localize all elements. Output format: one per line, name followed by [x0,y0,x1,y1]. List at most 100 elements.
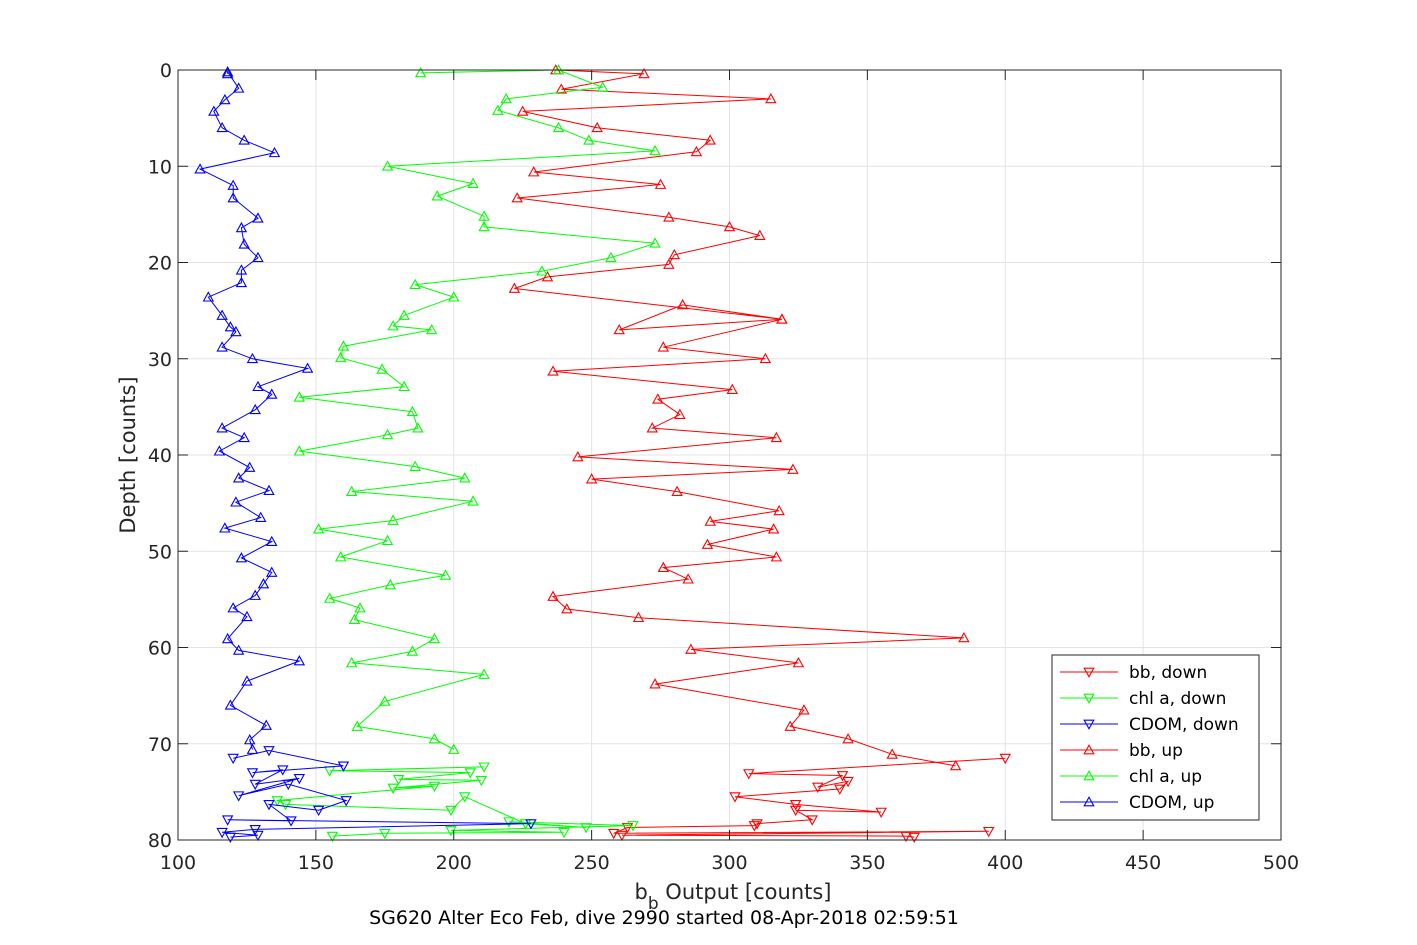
x-tick-label: 100 [160,852,196,874]
data-point [445,805,457,817]
legend-marker [1083,796,1095,807]
data-point [671,485,683,496]
x-tick-label: 250 [573,852,609,874]
data-point [219,93,231,105]
data-point [216,827,228,839]
data-point [431,190,443,201]
y-tick-label: 30 [148,349,172,371]
data-point [704,515,716,526]
x-tick-label: 450 [1125,852,1161,874]
data-point [982,826,995,838]
data-point [459,472,471,483]
data-point [230,496,242,507]
data-point [224,832,237,844]
data-point [798,704,810,715]
y-tick-label: 40 [148,445,172,467]
data-point [632,611,645,623]
data-point [293,391,306,402]
data-point [723,220,736,232]
data-point [743,769,755,780]
data-point [541,271,554,282]
data-point [649,678,661,689]
data-point [266,388,278,399]
data-point [649,237,661,248]
data-point [886,748,898,759]
data-point [232,82,245,93]
data-point [257,578,270,589]
series-line [275,766,634,837]
data-point [652,393,664,404]
data-point [398,380,410,392]
x-tick-label: 350 [849,852,885,874]
data-point [561,603,573,614]
data-point [243,733,256,745]
data-point [585,473,598,484]
data-point [759,352,772,364]
data-point [345,485,358,496]
data-point [478,220,490,232]
legend-marker [1083,719,1095,730]
data-point [500,92,512,104]
data-point [221,67,234,79]
data-point [285,816,297,827]
data-point [958,631,970,643]
data-point [616,830,628,842]
legend-marker [1083,770,1095,781]
data-point [224,321,237,332]
data-point [381,160,394,171]
data-point [511,192,523,203]
data-point [392,774,405,786]
data-point [238,134,250,145]
data-point [213,445,226,456]
data-point [208,105,220,116]
data-point [348,613,361,624]
y-tick-label: 50 [148,541,172,563]
x-axis-title-main: b [634,880,647,904]
data-point [337,340,350,351]
data-point [459,792,471,803]
data-point [676,298,689,310]
series-5 [194,65,314,754]
legend-label: CDOM, up [1129,793,1214,813]
data-point [387,783,399,794]
data-point [293,774,306,785]
data-point [260,719,272,730]
data-point [406,645,419,656]
data-point [224,699,237,710]
data-point [583,134,595,145]
data-point [787,463,799,474]
data-point [252,212,264,223]
data-point [464,768,477,779]
data-point [351,720,363,731]
data-point [227,753,239,765]
data-point [384,579,397,590]
data-point [379,828,391,840]
data-point [726,383,738,394]
data-point [754,229,766,240]
data-point [252,380,264,392]
data-point [326,831,339,843]
data-point [216,422,228,433]
data-point [751,819,763,830]
data-point [792,656,805,668]
data-point [246,768,259,779]
data-point [875,807,887,819]
data-point [704,134,716,145]
data-point [663,258,675,269]
data-point [381,534,394,546]
data-point [674,408,686,419]
data-point [475,775,488,787]
data-point [685,643,697,654]
y-tick-label: 70 [148,734,172,756]
data-point [439,569,452,580]
data-point [834,784,846,795]
data-point [312,523,325,534]
plot-area [194,64,1011,844]
data-point [536,265,548,276]
data-point [503,817,515,828]
y-tick-label: 80 [148,830,172,852]
data-point [842,733,854,744]
data-point [221,632,234,644]
data-point [558,827,570,839]
data-point [784,720,796,731]
